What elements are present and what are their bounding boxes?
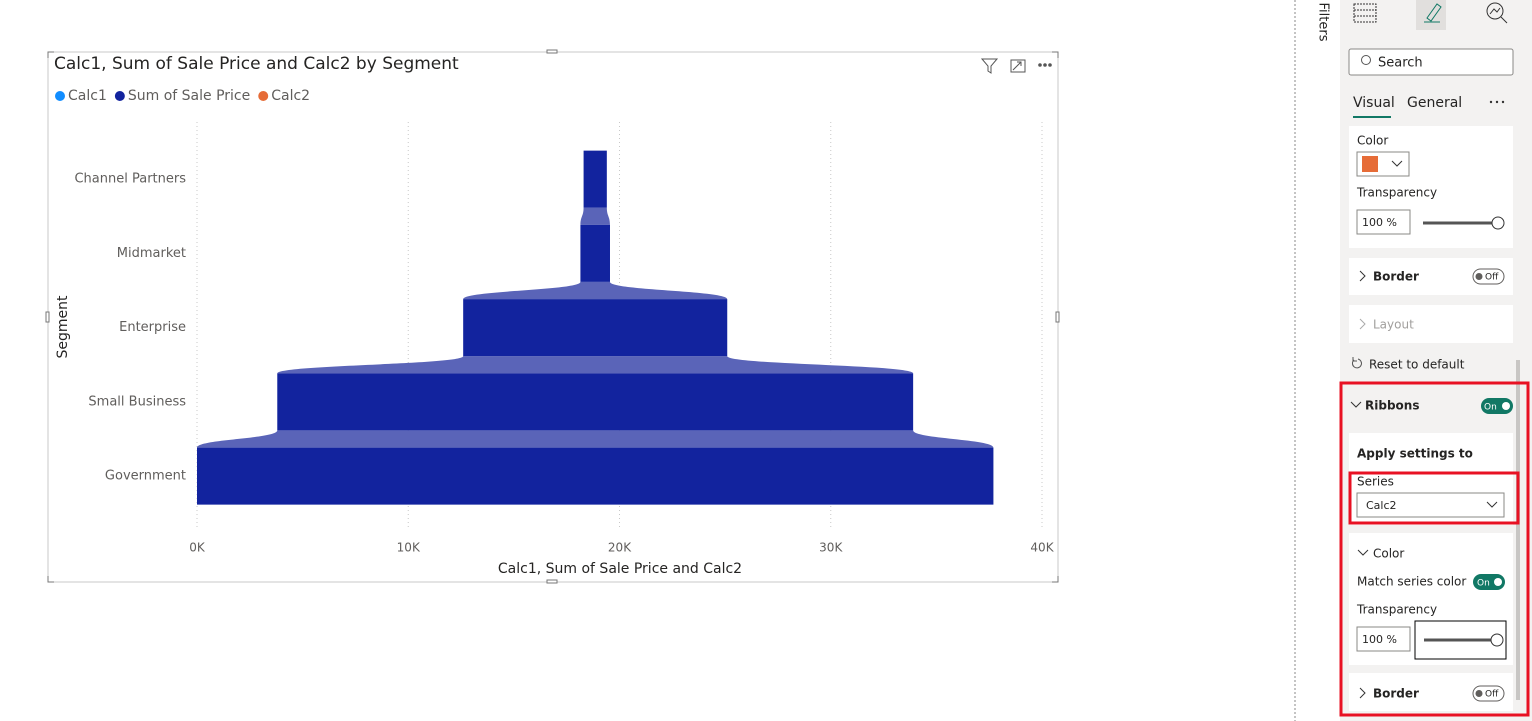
x-tick-label: 30K xyxy=(819,541,843,555)
bar[interactable] xyxy=(583,150,607,208)
search-box[interactable] xyxy=(1348,48,1514,76)
chevron xyxy=(1350,401,1362,408)
ribbon xyxy=(463,281,728,300)
number-input[interactable] xyxy=(1356,209,1411,235)
chevron xyxy=(1357,549,1369,556)
section-title[interactable]: Color xyxy=(1373,547,1404,561)
scrollbar[interactable] xyxy=(1516,360,1520,700)
bar[interactable] xyxy=(277,373,914,431)
ribbon xyxy=(197,430,994,448)
ribbon xyxy=(277,356,914,374)
highlight-box xyxy=(1348,471,1520,525)
slider-thumb[interactable] xyxy=(1491,216,1505,230)
dropdown[interactable] xyxy=(1356,492,1505,518)
search-placeholder[interactable]: Search xyxy=(1378,56,1423,71)
x-tick-label: 10K xyxy=(397,541,421,555)
label: Color xyxy=(1357,134,1388,148)
section-title[interactable]: Border xyxy=(1373,270,1419,284)
legend-label[interactable]: Sum of Sale Price xyxy=(128,88,250,104)
dropdown-value[interactable]: Calc2 xyxy=(1366,499,1397,512)
highlight-box xyxy=(1339,381,1530,717)
color-swatch xyxy=(1362,156,1378,172)
input-value[interactable]: 100 % xyxy=(1362,216,1397,229)
y-tick-label: Government xyxy=(105,469,186,484)
label: Match series color xyxy=(1357,575,1466,589)
label: Transparency xyxy=(1356,603,1437,617)
chevron xyxy=(1359,687,1366,699)
toggle[interactable] xyxy=(1472,685,1505,702)
y-tick-label: Channel Partners xyxy=(74,172,186,187)
chevron xyxy=(1359,270,1366,282)
card xyxy=(1349,305,1513,343)
y-tick-label: Enterprise xyxy=(119,320,186,335)
toggle[interactable] xyxy=(1481,398,1513,414)
x-axis-title: Calc1, Sum of Sale Price and Calc2 xyxy=(498,561,742,577)
toggle[interactable] xyxy=(1472,268,1505,285)
more-options[interactable] xyxy=(1489,100,1505,104)
legend-label[interactable]: Calc1 xyxy=(68,88,107,104)
ribbon xyxy=(580,207,610,225)
chevron xyxy=(1359,318,1366,330)
label: Apply settings to xyxy=(1357,447,1473,461)
bar[interactable] xyxy=(580,224,610,282)
label: Transparency xyxy=(1356,186,1437,200)
toggle-label: On xyxy=(1484,403,1497,413)
chevron xyxy=(1391,160,1403,167)
section-title[interactable]: Border xyxy=(1373,687,1419,701)
filters-tab[interactable]: Filters xyxy=(1316,3,1331,42)
toggle-label: On xyxy=(1477,579,1490,589)
reset-link[interactable]: Reset to default xyxy=(1369,358,1465,372)
x-tick-label: 0K xyxy=(189,541,206,555)
toggle-label: Off xyxy=(1485,273,1499,283)
chart-title: Calc1, Sum of Sale Price and Calc2 by Se… xyxy=(54,54,459,74)
number-input[interactable] xyxy=(1356,626,1411,652)
slider-thumb[interactable] xyxy=(1490,633,1504,647)
visual[interactable]: Calc1, Sum of Sale Price and Calc2 by Se… xyxy=(45,49,1060,584)
legend-label[interactable]: Calc2 xyxy=(271,88,310,104)
legend-marker xyxy=(55,91,65,101)
x-tick-label: 20K xyxy=(608,541,632,555)
tab-underline xyxy=(1353,116,1391,118)
toggle[interactable] xyxy=(1473,574,1505,590)
handles xyxy=(45,49,1060,584)
slider-focus xyxy=(1414,620,1507,660)
toggle-knob xyxy=(1502,402,1510,410)
y-axis-title: Segment xyxy=(55,295,71,359)
input-value[interactable]: 100 % xyxy=(1362,633,1397,646)
bar[interactable] xyxy=(197,447,994,505)
section-title: Layout xyxy=(1373,318,1414,332)
y-tick-label: Midmarket xyxy=(117,246,186,261)
y-tick-label: Small Business xyxy=(88,394,186,409)
toggle-knob xyxy=(1475,690,1483,697)
tab[interactable]: General xyxy=(1407,95,1462,111)
toggle-knob xyxy=(1494,578,1502,586)
bar[interactable] xyxy=(463,299,728,357)
section-title[interactable]: Ribbons xyxy=(1365,399,1419,413)
legend-marker xyxy=(258,91,269,101)
toggle-knob xyxy=(1475,273,1483,280)
toggle-label: Off xyxy=(1485,690,1499,700)
pane-icons[interactable] xyxy=(1353,0,1508,30)
search-icon xyxy=(1361,55,1371,65)
tab[interactable]: Visual xyxy=(1353,95,1395,111)
reset-icon xyxy=(1351,357,1362,369)
chevron xyxy=(1486,501,1498,508)
x-tick-label: 40K xyxy=(1030,541,1054,555)
label: Series xyxy=(1357,475,1394,489)
visual-header-icons[interactable] xyxy=(980,58,1052,74)
legend-marker xyxy=(114,91,125,101)
